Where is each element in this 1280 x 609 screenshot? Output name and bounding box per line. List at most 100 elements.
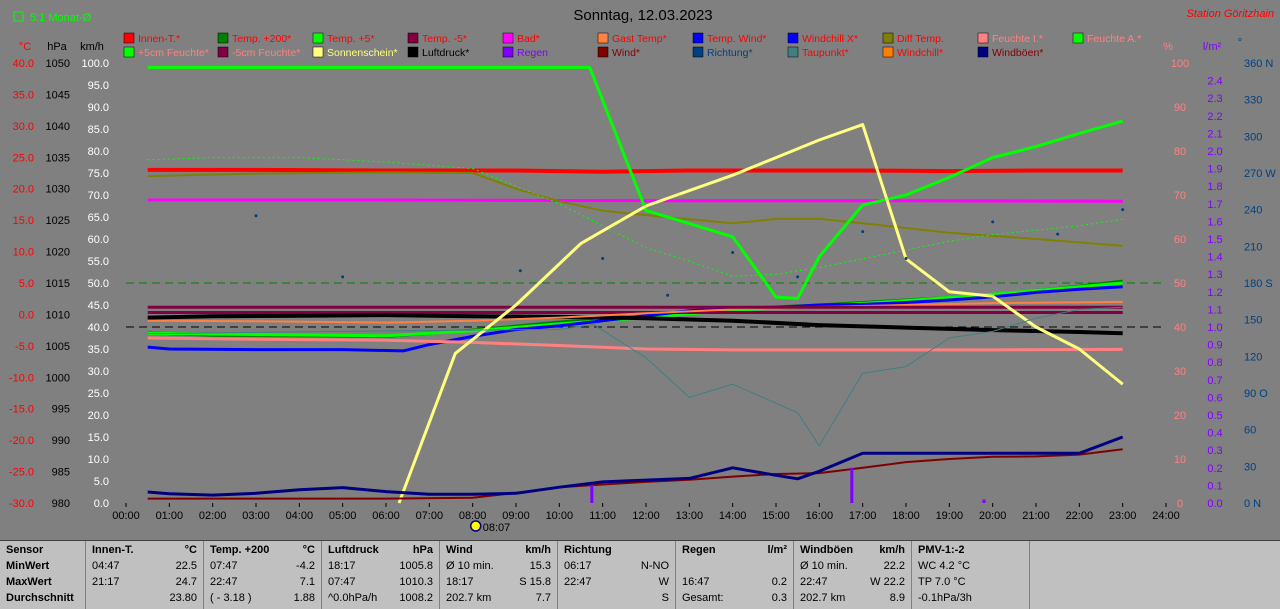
rain-tick-label: 2.1 — [1207, 128, 1222, 140]
time-tick-label: 12:00 — [632, 510, 660, 522]
stats-cell-time: Ø 10 min. — [800, 560, 848, 572]
pressure-tick-label: 1010 — [46, 309, 70, 321]
series-line — [147, 171, 1123, 247]
direction-tick-label: 210 — [1244, 241, 1262, 253]
stats-block-title: Luftdruck — [328, 544, 379, 556]
legend-swatch — [597, 46, 609, 58]
percent-tick-label: 100 — [1171, 58, 1189, 70]
legend-swatch — [217, 46, 229, 58]
legend-label: Feuchte A.* — [1087, 33, 1141, 45]
stats-cell-time: 202.7 km — [800, 592, 846, 604]
time-tick-label: 01:00 — [156, 510, 184, 522]
direction-point — [601, 257, 605, 261]
rain-tick-label: 1.5 — [1207, 234, 1222, 246]
legend-label: Windchill* — [897, 47, 943, 59]
time-tick-label: 05:00 — [329, 510, 357, 522]
temp-tick-label: -10.0 — [9, 372, 34, 384]
stats-row: 21:17 24.7 — [92, 574, 197, 590]
percent-unit-label: % — [1163, 41, 1173, 53]
direction-unit-label: ° — [1238, 37, 1242, 49]
stats-block: Richtung 06:17 N-NO 22:47 W S — [558, 541, 676, 609]
direction-point — [1056, 232, 1060, 236]
stats-row: TP 7.0 °C — [918, 574, 1023, 590]
stats-row: WC 4.2 °C — [918, 558, 1023, 574]
stats-cell-value: 8.9 — [889, 592, 905, 604]
pressure-tick-label: 990 — [52, 435, 70, 447]
legend-swatch — [123, 32, 135, 44]
rain-tick-label: 1.0 — [1207, 322, 1222, 334]
temp-tick-label: 10.0 — [13, 247, 34, 259]
temp-tick-label: 25.0 — [13, 152, 34, 164]
rain-tick-label: 2.0 — [1207, 146, 1222, 158]
wind-tick-label: 75.0 — [88, 168, 109, 180]
rain-tick-label: 1.6 — [1207, 216, 1222, 228]
series-line — [147, 313, 1123, 336]
rain-tick-label: 0.2 — [1207, 463, 1222, 475]
stats-cell-value: 22.5 — [175, 560, 197, 572]
wind-tick-label: 25.0 — [88, 388, 109, 400]
percent-tick-label: 80 — [1174, 146, 1186, 158]
direction-point — [796, 275, 800, 279]
direction-tick-label: 90 O — [1244, 388, 1268, 400]
wind-tick-label: 90.0 — [88, 102, 109, 114]
stats-row: 06:17 N-NO — [564, 558, 669, 574]
stats-cell-value: W — [658, 576, 669, 588]
rain-tick-label: 2.2 — [1207, 111, 1222, 123]
percent-tick-label: 50 — [1174, 278, 1186, 290]
pressure-tick-label: 995 — [52, 404, 70, 416]
legend-swatch — [407, 32, 419, 44]
stats-row: 22:47 7.1 — [210, 574, 315, 590]
legend-label: Temp. -5* — [422, 33, 467, 45]
rain-tick-label: 2.3 — [1207, 93, 1222, 105]
direction-tick-label: 180 S — [1244, 278, 1273, 290]
time-tick-label: 02:00 — [199, 510, 227, 522]
stats-cell-value: 7.1 — [299, 576, 315, 588]
stats-row: 23.80 — [92, 590, 197, 606]
stats-cell-time: 202.7 km — [446, 592, 492, 604]
legend-swatch — [692, 46, 704, 58]
rain-tick-label: 0.5 — [1207, 410, 1222, 422]
rain-bar — [982, 499, 986, 503]
rain-tick-label: 0.0 — [1207, 498, 1222, 510]
legend-swatch — [1072, 32, 1084, 44]
stats-block-header: Wind km/h — [446, 543, 551, 558]
wind-tick-label: 10.0 — [88, 454, 109, 466]
temp-tick-label: -15.0 — [9, 404, 34, 416]
wind-tick-label: 0.0 — [94, 498, 109, 510]
weather-chart: 5:1 Monat-Ø Sonntag, 12.03.2023 Station Gö… — [8, 7, 1277, 534]
stats-row: 16:47 0.2 — [682, 574, 787, 590]
wind-tick-label: 5.0 — [94, 476, 109, 488]
percent-tick-label: 90 — [1174, 102, 1186, 114]
temp-tick-label: -25.0 — [9, 467, 34, 479]
legend-label: Regen — [517, 47, 548, 59]
pressure-tick-label: 1040 — [46, 121, 70, 133]
legend-label: Temp. +5* — [327, 33, 375, 45]
stats-block-title: Innen-T. — [92, 544, 134, 556]
stats-label-avg: Durchschnitt — [6, 592, 74, 604]
stats-cell-value: 15.3 — [529, 560, 551, 572]
stats-row: 202.7 km 8.9 — [800, 590, 905, 606]
stats-cell-value: 23.80 — [169, 592, 197, 604]
legend-label: Innen-T.* — [138, 33, 180, 45]
pressure-tick-label: 980 — [52, 498, 70, 510]
stats-block-title: PMV-1:-2 — [918, 544, 965, 556]
stats-row — [682, 558, 787, 574]
wind-tick-label: 60.0 — [88, 234, 109, 246]
time-tick-label: 18:00 — [892, 510, 920, 522]
direction-point — [518, 269, 522, 273]
legend-swatch — [787, 32, 799, 44]
pressure-tick-label: 1030 — [46, 184, 70, 196]
stats-block-unit: °C — [302, 544, 315, 556]
stats-block: Windböen km/h Ø 10 min. 22.2 22:47 W 22.2 202.… — [794, 541, 912, 609]
direction-point — [861, 230, 865, 234]
stats-row: 07:47 -4.2 — [210, 558, 315, 574]
stats-block-header: Temp. +200 °C — [210, 543, 315, 558]
stats-block-unit: °C — [184, 544, 197, 556]
temp-tick-label: 35.0 — [13, 89, 34, 101]
percent-tick-label: 60 — [1174, 234, 1186, 246]
stats-block: Innen-T. °C 04:47 22.5 21:17 24.7 23.80 — [86, 541, 204, 609]
stats-cell-time: 07:47 — [328, 576, 356, 588]
chart-svg: 5:1 Monat-Ø Sonntag, 12.03.2023 Station Gö… — [8, 7, 1277, 534]
wind-tick-label: 15.0 — [88, 432, 109, 444]
rain-tick-label: 0.3 — [1207, 445, 1222, 457]
